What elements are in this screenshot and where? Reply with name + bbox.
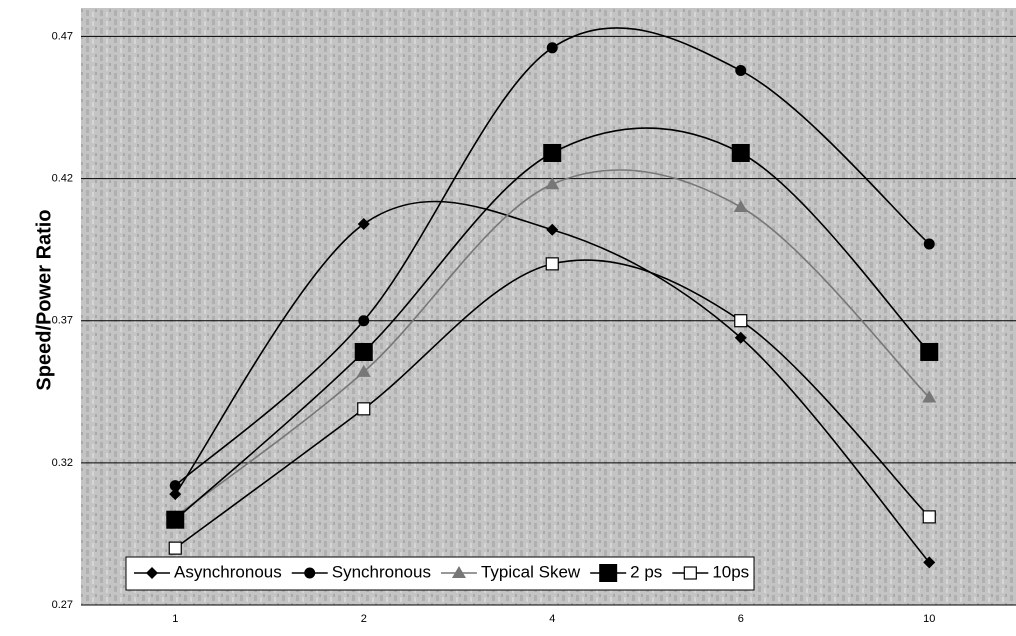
marker	[920, 342, 939, 361]
marker	[734, 331, 747, 344]
marker	[451, 566, 466, 578]
marker	[599, 564, 618, 582]
legend-label: 10ps	[712, 562, 749, 581]
marker	[731, 143, 750, 162]
marker	[733, 200, 748, 212]
marker	[545, 257, 559, 271]
marker	[546, 223, 559, 236]
marker	[169, 488, 182, 501]
x-tick-label: 4	[549, 613, 555, 625]
marker	[734, 314, 748, 328]
series-line	[174, 27, 930, 487]
marker	[356, 364, 371, 377]
y-tick-label: 0.42	[52, 172, 73, 184]
y-tick-label: 0.37	[52, 315, 73, 327]
marker	[735, 65, 747, 77]
marker	[166, 510, 185, 529]
marker	[358, 315, 370, 327]
legend: Asynchronous Synchronous Typical Skew 2 ps 1…	[125, 556, 755, 591]
plot-area	[81, 8, 1016, 605]
marker	[922, 390, 937, 403]
legend-box	[125, 556, 755, 591]
marker	[357, 402, 371, 416]
marker	[357, 218, 370, 231]
marker	[168, 541, 182, 555]
marker	[354, 342, 373, 361]
marker	[304, 567, 316, 579]
y-tick-label: 0.27	[52, 599, 73, 611]
marker	[169, 480, 181, 492]
marker	[683, 566, 697, 580]
marker	[923, 238, 935, 250]
x-tick-label: 6	[738, 613, 744, 625]
x-tick-label: 10	[923, 613, 935, 625]
x-tick-label: 1	[172, 613, 178, 625]
legend-label: 2 ps	[630, 562, 662, 581]
legend-label: Synchronous	[332, 562, 431, 581]
y-axis-label: Speed/Power Ratio	[33, 209, 55, 390]
legend-label: Typical Skew	[481, 562, 581, 581]
marker	[543, 143, 562, 162]
marker	[546, 42, 558, 54]
marker	[545, 177, 560, 190]
x-tick-label: 2	[361, 613, 367, 625]
legend-label: Asynchronous	[174, 562, 282, 581]
marker	[923, 556, 936, 569]
marker	[922, 510, 936, 524]
marker	[146, 567, 158, 579]
y-tick-label: 0.32	[52, 457, 73, 469]
y-tick-label: 0.47	[52, 30, 73, 42]
